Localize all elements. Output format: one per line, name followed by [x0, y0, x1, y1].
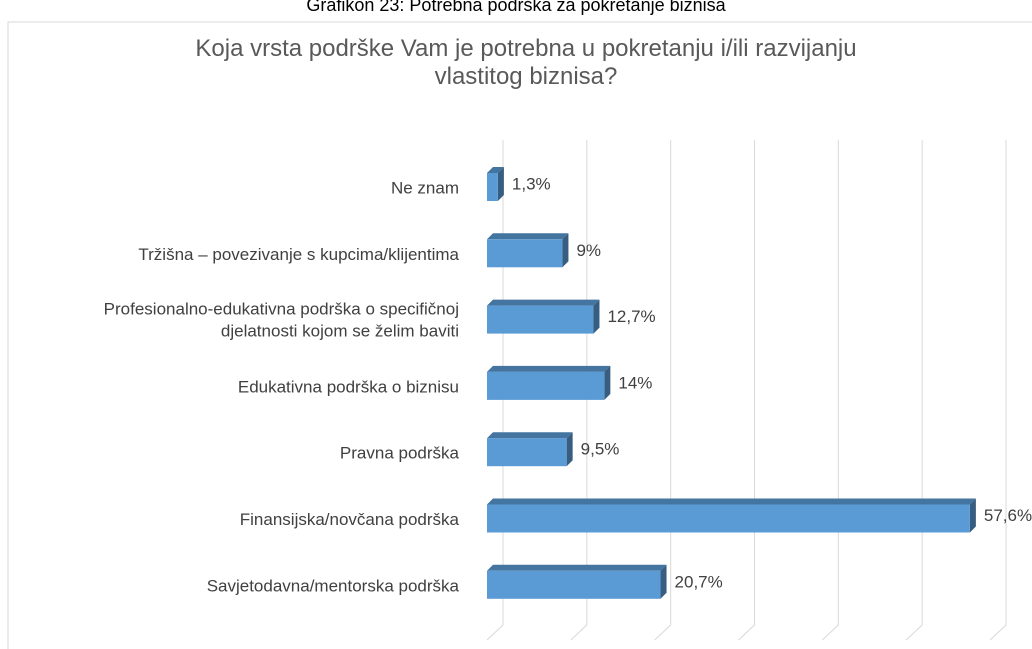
category-label: Pravna podrška: [340, 444, 460, 463]
value-label: 57,6%: [984, 506, 1032, 525]
value-label: 9,5%: [581, 440, 620, 459]
category-label: Ne znam: [391, 178, 459, 197]
bar-side: [497, 167, 504, 201]
bar: [487, 438, 567, 467]
bar-top: [487, 432, 573, 439]
bar: [487, 173, 498, 201]
bar: [487, 239, 563, 268]
value-label: 12,7%: [607, 307, 655, 326]
category-label: Savjetodavna/mentorska podrška: [207, 576, 460, 595]
value-label: 1,3%: [512, 174, 551, 193]
grid-line: [738, 140, 755, 641]
value-label: 20,7%: [675, 572, 723, 591]
grid-line: [905, 140, 923, 641]
bar-side: [593, 299, 600, 334]
grid-line: [654, 140, 672, 641]
caption: Grafikon 23: Potrebna podrška za pokreta…: [306, 0, 726, 15]
value-label: 9%: [576, 241, 601, 260]
chart-frame: [7, 21, 1032, 649]
category-label: Edukativna podrška o biznisu: [238, 377, 459, 396]
bar-top: [487, 498, 976, 505]
chart-title: Koja vrsta podrške Vam je potrebna u pok…: [195, 35, 856, 90]
grid-line: [989, 140, 1007, 641]
grid-line: [821, 140, 839, 641]
bar-top: [487, 233, 569, 240]
bar-side: [969, 498, 976, 533]
bar: [487, 305, 594, 334]
bar: [487, 504, 970, 533]
category-label: Finansijska/novčana podrška: [240, 510, 460, 529]
bar: [487, 570, 661, 599]
category-label: Tržišna – povezivanje s kupcima/klijenti…: [138, 245, 459, 264]
bar-top: [487, 365, 611, 372]
bar-top: [487, 564, 667, 571]
value-label: 14%: [618, 373, 652, 392]
bar: [487, 371, 605, 400]
bar-top: [487, 299, 600, 306]
bar-top: [487, 167, 504, 173]
bar-side: [660, 564, 667, 599]
bar-side: [566, 432, 573, 467]
bar-side: [562, 233, 569, 268]
bar-side: [604, 365, 611, 400]
category-label: Profesionalno-edukativna podrška o speci…: [104, 300, 459, 341]
